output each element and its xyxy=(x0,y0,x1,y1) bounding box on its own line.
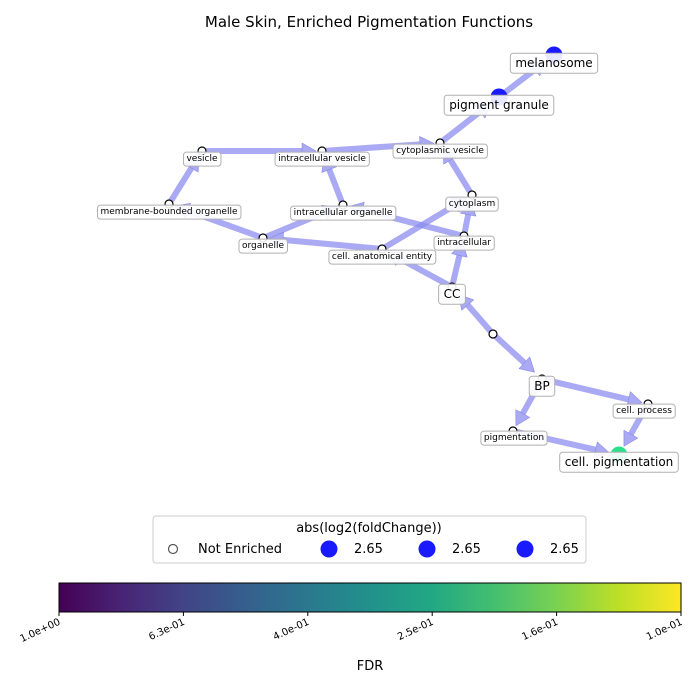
colorbar: 1.0e+00 6.3e-01 4.0e-01 2.5e-01 1.6e-01 1.0e-… xyxy=(18,582,684,674)
label-text-cell_pigmentation: cell. pigmentation xyxy=(565,455,674,469)
label-box-cell_process xyxy=(612,403,676,419)
label-intracellular_vesicle: intracellular vesicle xyxy=(274,151,370,167)
label-box-bp xyxy=(528,375,556,397)
label-membrane_bounded_organelle: membrane-bounded organelle xyxy=(97,204,242,220)
label-text-vesicle: vesicle xyxy=(186,154,218,164)
edge-cytoplasm-to-cytoplasmic_vesicle xyxy=(447,158,473,194)
edge-cytoplasmic_vesicle-to-pigment_granule xyxy=(441,109,482,143)
colorbar-tick-label-0: 1.0e+00 xyxy=(18,617,62,645)
label-cytoplasm: cytoplasm xyxy=(445,196,499,212)
label-box-cytoplasmic_vesicle xyxy=(392,143,488,159)
colorbar-tick-label-4: 1.6e-01 xyxy=(520,617,559,643)
label-bp: BP xyxy=(528,375,556,397)
label-text-organelle: organelle xyxy=(242,241,285,251)
arrowhead-bp-to-pigmentation xyxy=(515,409,531,427)
label-text-bp: BP xyxy=(534,379,549,393)
edge-root-to-cc xyxy=(465,303,493,333)
legend-marker-enriched-3 xyxy=(516,540,534,558)
label-text-intracellular: intracellular xyxy=(437,238,491,248)
label-text-intracellular_vesicle: intracellular vesicle xyxy=(278,154,366,164)
label-text-intracellular_organelle: intracellular organelle xyxy=(294,208,393,218)
legend-marker-enriched-1 xyxy=(320,540,338,558)
label-box-intracellular_organelle xyxy=(290,205,397,221)
label-cell_pigmentation: cell. pigmentation xyxy=(559,451,679,473)
label-box-cc xyxy=(438,283,466,305)
label-box-pigmentation xyxy=(480,430,548,446)
label-box-melanosome xyxy=(509,52,599,74)
edges-layer xyxy=(168,60,649,458)
label-box-intracellular_vesicle xyxy=(274,151,370,167)
edge-membrane_bounded_organelle-to-vesicle xyxy=(168,166,194,203)
label-box-vesicle xyxy=(182,151,222,167)
colorbar-tick-label-5: 1.0e-01 xyxy=(645,617,684,643)
label-cc: CC xyxy=(438,283,466,305)
label-organelle: organelle xyxy=(238,238,288,254)
legend-label-enriched-1: 2.65 xyxy=(354,542,383,557)
label-pigment_granule: pigment granule xyxy=(443,94,555,116)
label-pigmentation: pigmentation xyxy=(480,430,548,446)
label-box-pigment_granule xyxy=(443,94,555,116)
legend: abs(log2(foldChange)) Not Enriched 2.65 … xyxy=(152,515,587,564)
legend-marker-enriched-2 xyxy=(418,540,436,558)
edge-root-to-bp xyxy=(493,334,527,365)
edge-pigment_granule-to-melanosome xyxy=(500,67,537,97)
label-box-cell_pigmentation xyxy=(559,451,679,473)
labels-layer: melanosome pigment granule cytoplasmic ves… xyxy=(97,52,679,473)
label-text-cell_process: cell. process xyxy=(616,406,672,416)
label-box-membrane_bounded_organelle xyxy=(97,204,242,220)
arrowhead-cell_process-to-cell_pigmentation xyxy=(623,429,639,447)
edge-bp-to-cell_process xyxy=(545,376,630,403)
edge-intracellular_organelle-to-intracellular_vesicle xyxy=(326,168,345,203)
label-text-melanosome: melanosome xyxy=(515,56,592,70)
node-root[interactable] xyxy=(488,329,498,339)
edge-cell_anatomical_entity-to-organelle xyxy=(282,236,379,252)
colorbar-tick-label-1: 6.3e-01 xyxy=(147,617,186,643)
label-text-cc: CC xyxy=(444,287,461,301)
label-box-intracellular xyxy=(433,235,495,251)
label-text-cytoplasm: cytoplasm xyxy=(449,199,496,209)
colorbar-gradient xyxy=(58,582,682,613)
legend-title: abs(log2(foldChange)) xyxy=(296,521,442,536)
label-cell_anatomical_entity: cell. anatomical entity xyxy=(328,249,437,265)
label-text-cell_anatomical_entity: cell. anatomical entity xyxy=(332,252,433,262)
label-text-cytoplasmic_vesicle: cytoplasmic vesicle xyxy=(396,146,484,156)
colorbar-tick-label-3: 2.5e-01 xyxy=(396,617,435,643)
edge-cc-to-intracellular xyxy=(449,254,463,284)
colorbar-tick-label-2: 4.0e-01 xyxy=(272,617,311,643)
label-box-cell_anatomical_entity xyxy=(328,249,437,265)
colorbar-ticks: 1.0e+00 6.3e-01 4.0e-01 2.5e-01 1.6e-01 1.0e-… xyxy=(18,612,684,645)
label-cell_process: cell. process xyxy=(612,403,676,419)
edge-intracellular-to-cytoplasm xyxy=(461,214,472,233)
legend-label-not-enriched: Not Enriched xyxy=(198,542,282,557)
legend-frame xyxy=(152,515,587,564)
legend-label-enriched-2: 2.65 xyxy=(452,542,481,557)
label-intracellular_organelle: intracellular organelle xyxy=(290,205,397,221)
label-vesicle: vesicle xyxy=(182,151,222,167)
figure-title: Male Skin, Enriched Pigmentation Functio… xyxy=(205,13,533,31)
label-box-organelle xyxy=(238,238,288,254)
arrowhead-root-to-bp xyxy=(518,356,536,373)
legend-marker-not-enriched xyxy=(167,543,179,555)
label-text-pigment_granule: pigment granule xyxy=(449,98,549,112)
legend-label-enriched-3: 2.65 xyxy=(550,542,579,557)
label-intracellular: intracellular xyxy=(433,235,495,251)
label-box-cytoplasm xyxy=(445,196,499,212)
label-cytoplasmic_vesicle: cytoplasmic vesicle xyxy=(392,143,488,159)
label-text-pigmentation: pigmentation xyxy=(484,433,544,443)
label-text-membrane_bounded_organelle: membrane-bounded organelle xyxy=(101,207,238,217)
colorbar-label: FDR xyxy=(357,659,384,674)
label-melanosome: melanosome xyxy=(509,52,599,74)
